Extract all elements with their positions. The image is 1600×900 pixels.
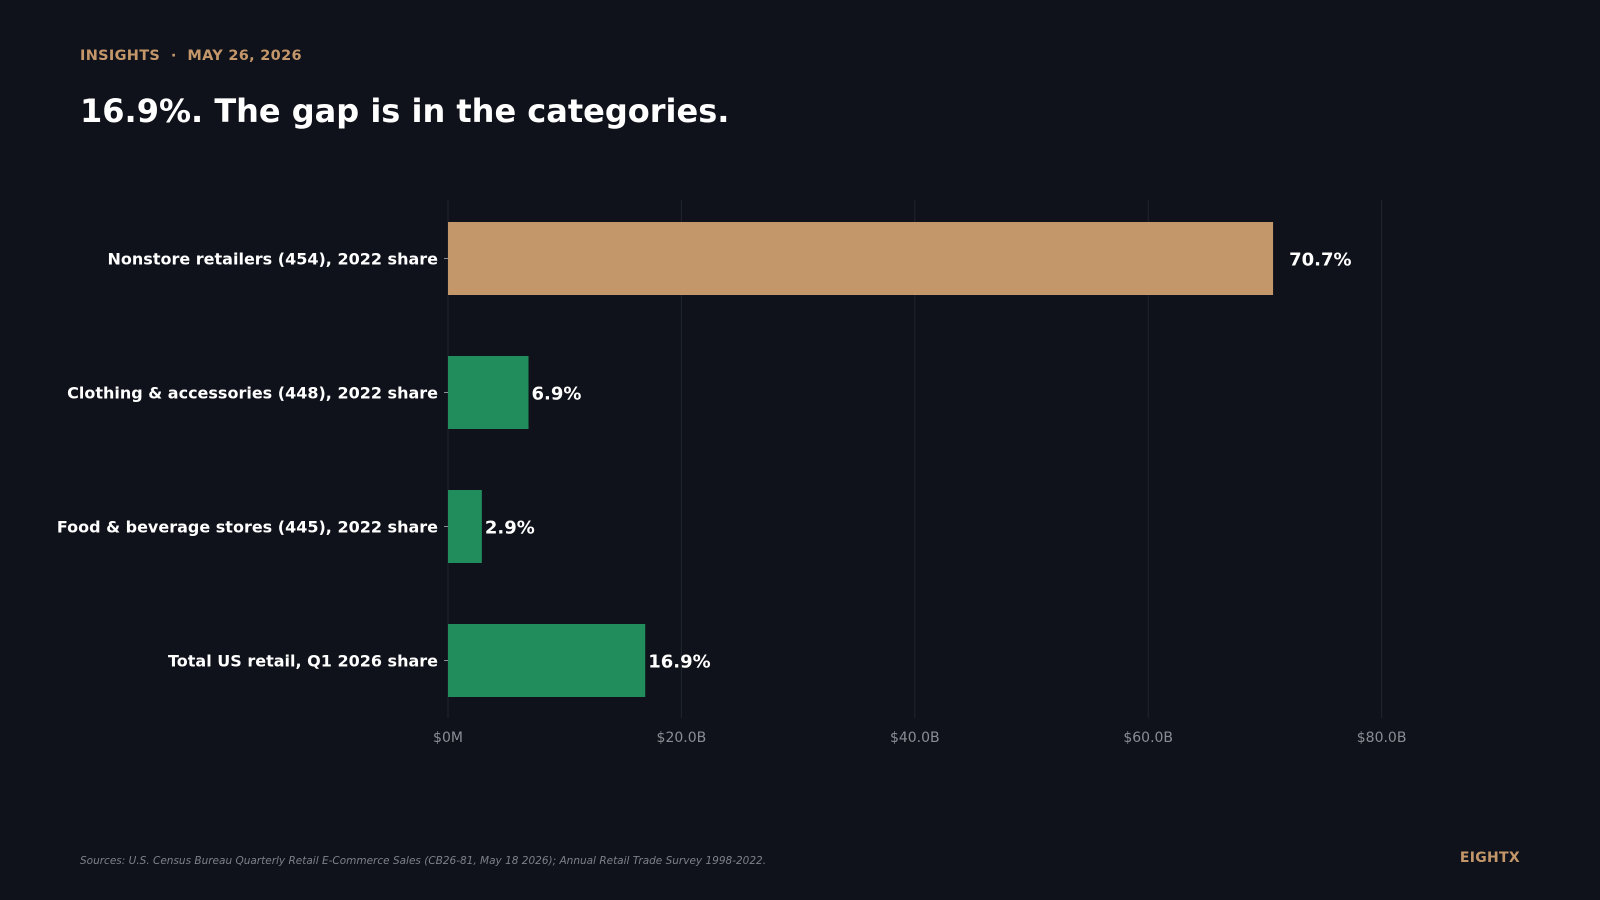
value-label: 2.9% <box>485 518 535 539</box>
category-label: Total US retail, Q1 2026 share <box>168 652 438 671</box>
x-tick-label: $20.0B <box>657 730 707 746</box>
value-label: 6.9% <box>532 384 582 405</box>
page-title: 16.9%. The gap is in the categories. <box>80 92 730 130</box>
category-label: Food & beverage stores (445), 2022 share <box>57 518 438 537</box>
x-tick-label: $0M <box>433 730 463 746</box>
brand-logo: EIGHTX <box>1459 850 1520 866</box>
eyebrow-label: INSIGHTS · MAY 26, 2026 <box>80 48 302 64</box>
value-label: 16.9% <box>648 652 710 673</box>
x-tick-label: $40.0B <box>890 730 940 746</box>
category-label: Clothing & accessories (448), 2022 share <box>67 384 438 403</box>
bar-chart: $0M $20.0B $40.0B $60.0B $80.0B Nonstore reta… <box>57 200 1407 746</box>
bar <box>448 624 646 697</box>
bar <box>448 356 529 429</box>
source-note: Sources: U.S. Census Bureau Quarterly Re… <box>80 855 767 867</box>
x-tick-label: $80.0B <box>1357 730 1407 746</box>
value-label: 70.7% <box>1289 250 1351 271</box>
category-label: Nonstore retailers (454), 2022 share <box>108 250 439 269</box>
bar <box>448 222 1274 295</box>
x-tick-label: $60.0B <box>1123 730 1173 746</box>
bar <box>448 490 482 563</box>
